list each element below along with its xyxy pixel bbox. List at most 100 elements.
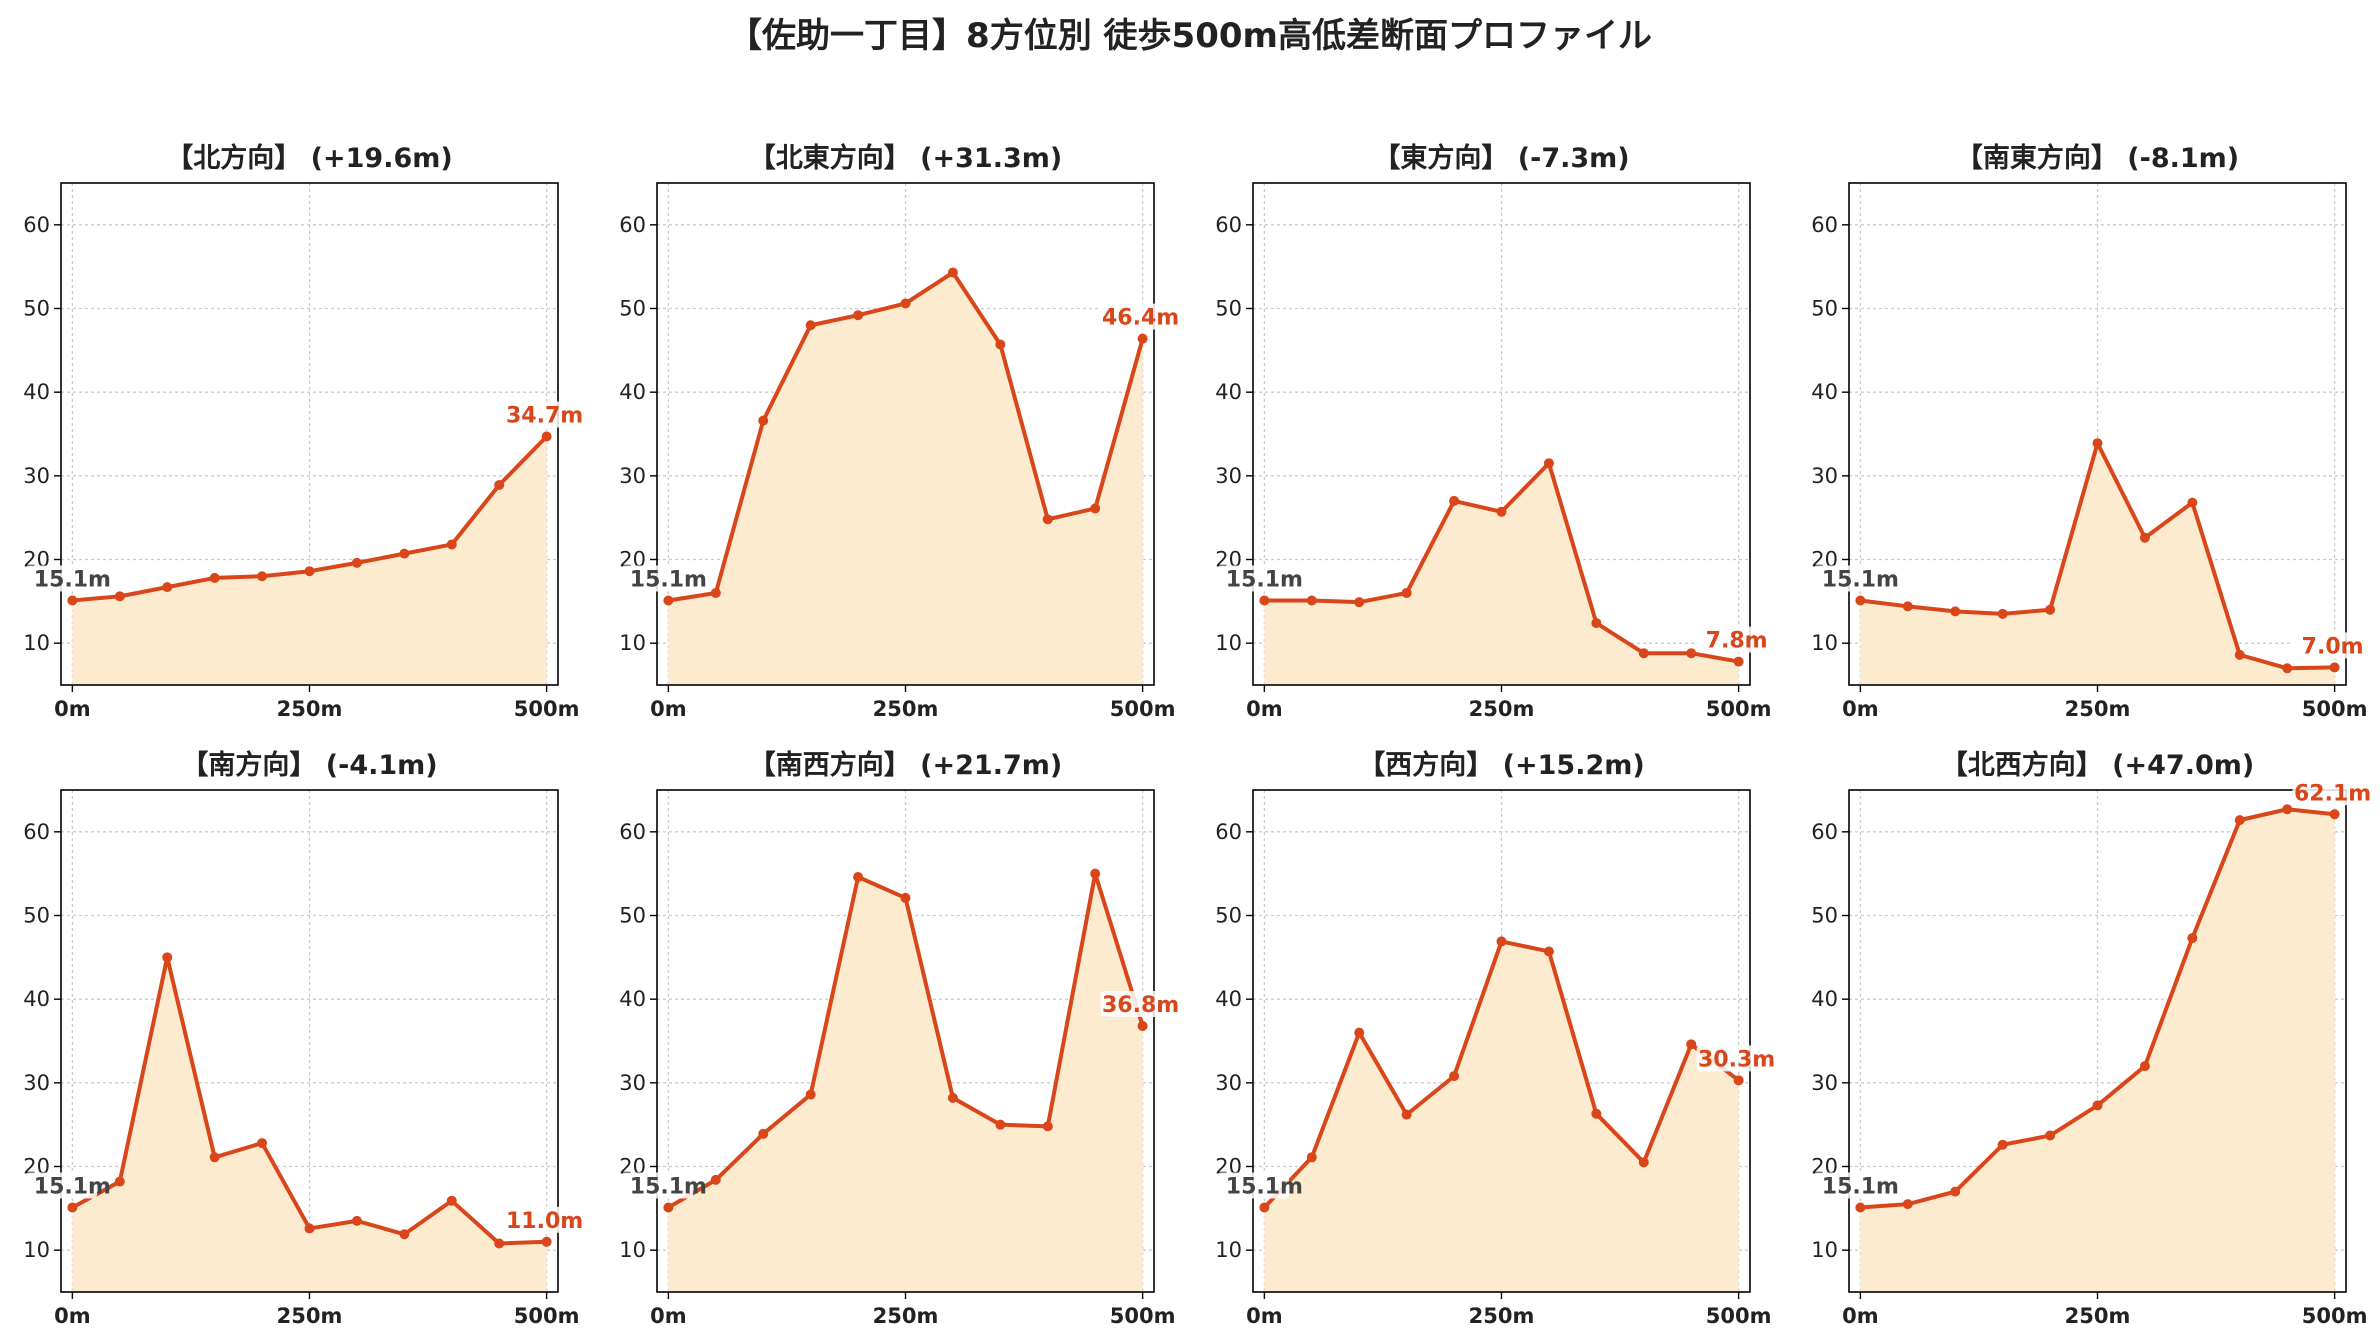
data-point bbox=[1638, 648, 1649, 659]
x-tick-label: 250m bbox=[1469, 697, 1535, 721]
data-point bbox=[995, 339, 1006, 350]
data-point bbox=[446, 1195, 457, 1206]
data-point bbox=[304, 566, 315, 577]
x-tick-label: 250m bbox=[873, 1304, 939, 1328]
end-elevation-label: 34.7m bbox=[506, 404, 583, 429]
data-point bbox=[1306, 595, 1317, 606]
data-point bbox=[853, 310, 864, 321]
y-tick-label: 30 bbox=[619, 464, 646, 488]
data-point bbox=[494, 480, 505, 491]
start-elevation-label: 15.1m bbox=[1822, 567, 1899, 592]
x-tick-label: 500m bbox=[1110, 1304, 1176, 1328]
panel-title: 【北方向】 (+19.6m) bbox=[166, 142, 452, 174]
y-tick-label: 10 bbox=[1215, 1238, 1242, 1262]
data-point bbox=[1638, 1157, 1649, 1168]
data-point bbox=[805, 320, 816, 331]
end-label-box bbox=[2292, 779, 2373, 806]
data-point bbox=[541, 431, 552, 442]
data-point bbox=[2045, 604, 2056, 615]
y-tick-label: 40 bbox=[1215, 380, 1242, 404]
data-point bbox=[2139, 532, 2150, 543]
panel-title: 【北西方向】 (+47.0m) bbox=[1941, 749, 2254, 781]
data-point bbox=[2045, 1130, 2056, 1141]
data-point bbox=[1855, 1202, 1866, 1213]
data-point bbox=[1997, 608, 2008, 619]
y-tick-label: 10 bbox=[1811, 1238, 1838, 1262]
y-tick-label: 10 bbox=[619, 1238, 646, 1262]
data-point bbox=[1997, 1139, 2008, 1150]
y-tick-label: 10 bbox=[23, 631, 50, 655]
x-tick-label: 250m bbox=[873, 697, 939, 721]
data-point bbox=[1686, 648, 1697, 659]
data-point bbox=[67, 1202, 78, 1213]
x-tick-label: 0m bbox=[650, 1304, 687, 1328]
data-point bbox=[1259, 1202, 1270, 1213]
x-tick-label: 0m bbox=[1246, 1304, 1283, 1328]
x-tick-label: 250m bbox=[277, 1304, 343, 1328]
data-point bbox=[2234, 649, 2245, 660]
y-tick-label: 60 bbox=[1811, 213, 1838, 237]
data-point bbox=[399, 1229, 410, 1240]
y-tick-label: 40 bbox=[23, 987, 50, 1011]
y-tick-label: 40 bbox=[1215, 987, 1242, 1011]
data-point bbox=[1137, 1020, 1148, 1031]
data-point bbox=[1855, 595, 1866, 606]
data-point bbox=[710, 1174, 721, 1185]
start-label-box bbox=[25, 1172, 97, 1199]
y-tick-label: 30 bbox=[1215, 464, 1242, 488]
start-elevation-label: 15.1m bbox=[34, 1174, 111, 1199]
data-point bbox=[209, 572, 220, 583]
data-point bbox=[663, 1202, 674, 1213]
data-point bbox=[541, 1236, 552, 1247]
y-tick-label: 60 bbox=[619, 820, 646, 844]
data-point bbox=[947, 267, 958, 278]
data-point bbox=[1591, 618, 1602, 629]
data-point bbox=[1496, 936, 1507, 947]
data-point bbox=[2282, 663, 2293, 674]
end-elevation-label: 7.0m bbox=[2302, 634, 2364, 659]
data-point bbox=[1042, 514, 1053, 525]
y-tick-label: 30 bbox=[23, 1071, 50, 1095]
y-tick-label: 50 bbox=[1811, 297, 1838, 321]
figure-title: 【佐助一丁目】8方位別 徒歩500m高低差断面プロファイル bbox=[728, 16, 1652, 56]
start-elevation-label: 15.1m bbox=[1226, 1174, 1303, 1199]
start-elevation-label: 15.1m bbox=[1822, 1174, 1899, 1199]
start-label-box bbox=[621, 565, 693, 592]
data-point bbox=[257, 1138, 268, 1149]
start-elevation-label: 15.1m bbox=[34, 567, 111, 592]
x-tick-label: 500m bbox=[1110, 697, 1176, 721]
data-point bbox=[351, 1215, 362, 1226]
data-point bbox=[2139, 1061, 2150, 1072]
y-tick-label: 40 bbox=[1811, 380, 1838, 404]
data-point bbox=[1733, 1075, 1744, 1086]
x-tick-label: 0m bbox=[1842, 697, 1879, 721]
data-point bbox=[1259, 595, 1270, 606]
data-point bbox=[162, 582, 173, 593]
panel-title: 【西方向】 (+15.2m) bbox=[1358, 749, 1644, 781]
x-tick-label: 500m bbox=[514, 1304, 580, 1328]
start-elevation-label: 15.1m bbox=[630, 567, 707, 592]
y-tick-label: 50 bbox=[1215, 297, 1242, 321]
end-label-box bbox=[1696, 626, 1777, 653]
start-elevation-label: 15.1m bbox=[630, 1174, 707, 1199]
panel-title: 【南東方向】 (-8.1m) bbox=[1956, 142, 2239, 174]
data-point bbox=[1950, 606, 1961, 617]
x-tick-label: 0m bbox=[1246, 697, 1283, 721]
data-point bbox=[1354, 597, 1365, 608]
data-point bbox=[1902, 1199, 1913, 1210]
start-label-box bbox=[1217, 565, 1289, 592]
x-tick-label: 500m bbox=[1706, 1304, 1772, 1328]
data-point bbox=[2187, 497, 2198, 508]
end-elevation-label: 62.1m bbox=[2294, 781, 2371, 806]
x-tick-label: 0m bbox=[54, 697, 91, 721]
data-point bbox=[2329, 809, 2340, 820]
elevation-area bbox=[72, 436, 547, 685]
data-point bbox=[1354, 1027, 1365, 1038]
data-point bbox=[805, 1089, 816, 1100]
end-label-box bbox=[1100, 990, 1181, 1017]
